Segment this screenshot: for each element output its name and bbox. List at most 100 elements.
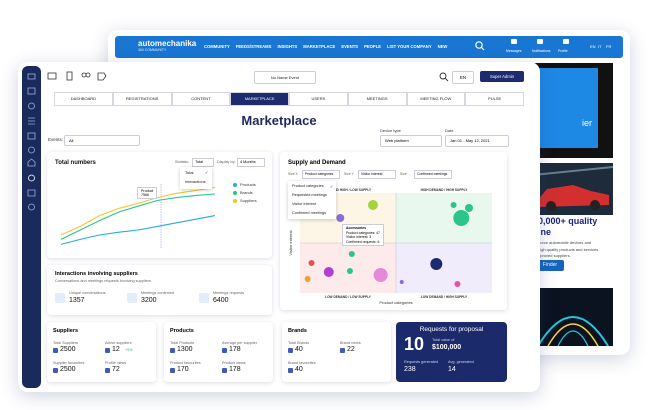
legend-label: Products — [240, 182, 256, 187]
menu-option[interactable]: Total — [185, 170, 194, 175]
promo-text: pproved suppliers. — [538, 253, 571, 258]
check-mark: ✓ — [330, 184, 334, 189]
menu-option[interactable]: Interactions — [185, 179, 206, 184]
banner-panel — [538, 68, 598, 148]
tab-bar: DASHBOARD REGISTRATIONS CONTENT MARKETPLACE… — [54, 92, 524, 106]
stat-value: 6400 — [213, 297, 229, 304]
x-axis-label: Product categories — [379, 300, 412, 305]
menu-option[interactable]: Product categories — [292, 184, 324, 188]
filter-select[interactable]: Visitor interest — [358, 170, 396, 179]
quadrant-label: LOW DEMAND / LOW SUPPLY — [325, 295, 372, 299]
user-menu-item[interactable]: Messages — [506, 49, 522, 53]
control-label: Statistic: — [175, 160, 190, 164]
language-option[interactable]: IT — [598, 44, 602, 49]
nav-link[interactable]: MARKETPLACE — [303, 44, 336, 49]
stat-label: Product favourites — [170, 361, 201, 365]
language-option[interactable]: EN — [590, 44, 596, 49]
stat-value: 178 — [229, 366, 241, 373]
language-option[interactable]: FR — [606, 44, 612, 49]
stat-label: Average per supplier — [222, 341, 257, 345]
axis-menu: Product categories Requested meetings Visi… — [288, 181, 336, 219]
toolbar-icons[interactable] — [46, 71, 116, 83]
nav-link[interactable]: PEOPLE — [364, 44, 382, 49]
user-menu-item[interactable]: Notifications — [532, 49, 551, 53]
tab[interactable]: MEETING FLOW — [406, 92, 466, 106]
bubble — [453, 210, 470, 226]
bubble — [336, 214, 345, 222]
events-select[interactable]: All — [64, 135, 140, 146]
search-icon[interactable] — [474, 40, 486, 52]
bubble — [430, 258, 443, 270]
tooltip-line: Product categories: 47 — [346, 230, 380, 235]
nav-link[interactable]: FEEDS/STREAMS — [235, 44, 272, 49]
stat-value: 238 — [404, 366, 416, 373]
tab[interactable]: PULSE — [465, 92, 524, 106]
requests-card: Requests for proposal 10 Total value of $10… — [396, 322, 507, 382]
stat-value: 12 — [112, 346, 120, 353]
date-select[interactable]: Jan 01 - May 12, 2021 — [445, 135, 509, 147]
tab[interactable]: MEETINGS — [347, 92, 407, 106]
nav-link[interactable]: COMMUNITY — [204, 44, 230, 49]
stat-icon — [199, 293, 209, 303]
request-count: 10 — [404, 334, 425, 354]
nav-link[interactable]: NEW — [437, 44, 448, 49]
series-line — [60, 215, 216, 245]
total-value: $100,000 — [432, 344, 462, 351]
menu-icon — [537, 39, 543, 44]
statistic-select[interactable]: Total — [192, 158, 214, 167]
nav-link[interactable]: INSIGHTS — [277, 44, 298, 49]
summary-card: Brands Total Brands 40 Brand views 22 Brand f… — [282, 322, 391, 382]
device-select[interactable]: Web platform — [380, 135, 442, 147]
y-axis-label: Visitor interest — [288, 229, 293, 255]
stat-value: 3200 — [141, 297, 157, 304]
user-menu-item[interactable]: Profile — [558, 49, 568, 53]
bubble — [323, 267, 334, 277]
event-selector[interactable]: No Name Event — [254, 71, 316, 84]
tooltip-line: Confirmed requests: 6 — [346, 239, 380, 244]
summary-card: Suppliers Total Suppliers 2500 Active suppl… — [47, 322, 156, 382]
series-line — [60, 193, 216, 240]
stat-label: Profile views — [105, 361, 127, 365]
legend-swatch — [233, 191, 237, 195]
stat-label: Total Brands — [288, 341, 310, 345]
menu-option[interactable]: Requested meetings — [292, 193, 327, 197]
tab[interactable]: DASHBOARD — [54, 92, 113, 106]
menu-option[interactable]: Visitor interest — [292, 202, 316, 206]
menu-option[interactable]: Confirmed meetings — [292, 211, 326, 215]
tab[interactable]: CONTENT — [171, 92, 231, 106]
stat-label: Avg. generated — [448, 360, 474, 364]
stat-label: Brand views — [340, 341, 361, 345]
stat-value: 2500 — [60, 346, 76, 353]
nav-link[interactable]: LIST YOUR COMPANY — [387, 44, 432, 49]
language-selector[interactable]: EN — [452, 71, 474, 84]
car-illustration — [532, 166, 614, 211]
filter-select[interactable]: Product categories — [302, 170, 340, 179]
bubble-tooltip: Accessories Product categories: 47 Visitor… — [342, 224, 384, 247]
stat-label: Total Products — [170, 341, 195, 345]
bubble — [454, 281, 461, 287]
promo-headline: ine — [538, 227, 552, 237]
stat-label: Brand favourites — [288, 361, 316, 365]
banner-text: ier — [582, 118, 593, 128]
total-numbers-panel: Total numbers Statistic: Total Display by: 4… — [47, 152, 272, 258]
promo-button[interactable]: Finder — [536, 260, 564, 271]
nav-link[interactable]: EVENTS — [341, 44, 359, 49]
panel-title: Interactions involving suppliers — [55, 271, 138, 277]
stat-label: Total Suppliers — [53, 341, 78, 345]
quadrant-label: HIGH DEMAND / HIGH SUPPLY — [421, 188, 469, 192]
user-button[interactable]: Super Admin — [480, 71, 524, 82]
control-label: Display by: — [217, 160, 236, 164]
tab[interactable]: USERS — [289, 92, 348, 106]
filter-select[interactable]: Confirmed meetings — [414, 170, 452, 179]
stat-icon — [53, 348, 58, 353]
tab[interactable]: MARKETPLACE — [230, 92, 289, 106]
search-icon[interactable] — [438, 71, 450, 83]
display-select[interactable]: 4 Months — [237, 158, 265, 167]
tooltip-line: Product — [141, 189, 154, 193]
card-title: Products — [170, 328, 194, 334]
legend-label: Suppliers — [240, 198, 257, 203]
tab[interactable]: REGISTRATIONS — [112, 92, 172, 106]
stat-icon — [170, 348, 175, 353]
site-header — [115, 36, 623, 58]
stat-value: 170 — [177, 366, 189, 373]
